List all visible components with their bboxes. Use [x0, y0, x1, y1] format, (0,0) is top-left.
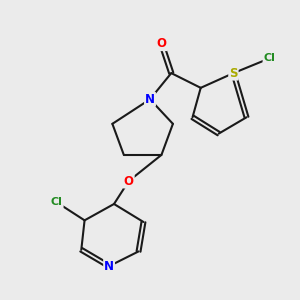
Text: Cl: Cl	[51, 197, 63, 207]
Text: S: S	[229, 67, 238, 80]
Text: O: O	[157, 37, 166, 50]
Text: N: N	[104, 260, 114, 273]
Text: Cl: Cl	[263, 53, 275, 63]
Text: N: N	[145, 93, 155, 106]
Text: O: O	[124, 175, 134, 188]
